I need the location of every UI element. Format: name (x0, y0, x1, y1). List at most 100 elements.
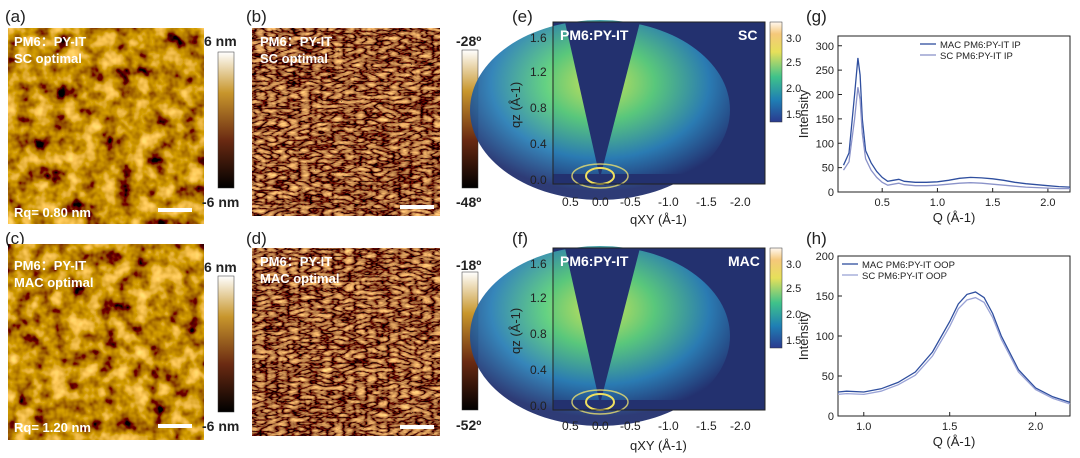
panel-c-label: (c) (5, 229, 25, 248)
cbtick: 1.5 (786, 335, 801, 347)
y-tick-label: 150 (816, 291, 834, 303)
cbtick: 2.5 (786, 57, 801, 69)
xtick: -2.0 (730, 195, 751, 209)
x-tick-label: 1.0 (856, 421, 871, 433)
series-line (837, 296, 1071, 405)
legend-entry: SC PM6:PY-IT IP (940, 51, 1013, 62)
cbtick: 3.0 (786, 33, 801, 45)
panel-b-title1: PM6：PY-IT (260, 34, 332, 49)
e-yticks: 0.0 0.4 0.8 1.2 1.6 (530, 31, 547, 187)
giwaxs-wedge (565, 22, 640, 178)
ytick: 0.8 (530, 101, 547, 115)
colorbar-top-label: -28º (456, 33, 481, 49)
y-tick-label: 150 (816, 114, 834, 126)
ytick: 0.8 (530, 327, 547, 341)
panel-f: (f) PM6:PY-IT MAC 0.0 0.4 0.8 1.2 1.6 0.… (470, 229, 801, 453)
xtick: -1.0 (658, 195, 679, 209)
panel-label: (g) (806, 7, 827, 26)
panel-a-label: (a) (5, 7, 26, 26)
scale-bar (400, 205, 434, 209)
y-tick-label: 50 (822, 163, 834, 175)
y-tick-label: 200 (816, 251, 834, 263)
ytick: 1.6 (530, 31, 547, 45)
xtick: -2.0 (730, 419, 751, 433)
line-chart-h: (h) 1.0 1.5 2.0 0 50 100 150 200 Q (Å-1) Intensity… (796, 229, 1071, 449)
panel-a-title2: SC optimal (14, 51, 82, 66)
scale-bar (400, 425, 434, 429)
giwaxs-xlabel: qXY (Å-1) (630, 212, 687, 227)
legend-entry: MAC PM6:PY-IT OOP (862, 260, 955, 271)
panel-b-title2: SC optimal (260, 51, 328, 66)
ytick: 1.2 (530, 65, 547, 79)
height-colorbar (217, 275, 235, 413)
x-tick-label: 2.0 (1028, 421, 1043, 433)
giwaxs-tag: SC (738, 27, 757, 43)
panel-c-title2: MAC optimal (14, 275, 93, 290)
y-axis-label: Intensity (796, 89, 811, 138)
ytick: 0.0 (530, 399, 547, 413)
xtick: -1.0 (658, 419, 679, 433)
cbtick: 2.0 (786, 309, 801, 321)
scale-bar (158, 424, 192, 428)
giwaxs-ylabel: qz (Å-1) (508, 82, 523, 128)
cbtick: 3.0 (786, 259, 801, 271)
panel-e-frame (552, 21, 766, 185)
series-line (842, 87, 1070, 190)
panel-f-label: (f) (512, 229, 528, 248)
ytick: 1.2 (530, 291, 547, 305)
panel-f-frame (552, 247, 766, 411)
ytick: 0.0 (530, 173, 547, 187)
x-tick-label: 1.5 (942, 421, 957, 433)
panel-d-title2: MAC optimal (260, 271, 339, 286)
xtick: 0.5 (562, 195, 579, 209)
xtick: 0.0 (592, 419, 609, 433)
colorbar-top-label: 6 nm (204, 33, 237, 49)
height-colorbar (217, 51, 235, 189)
colorbar-top-label: 6 nm (204, 259, 237, 275)
giwaxs-colorbar (769, 247, 783, 349)
panel-label: (h) (806, 229, 827, 248)
cbtick: 2.5 (786, 283, 801, 295)
y-axis-label: Intensity (796, 311, 811, 360)
y-tick-label: 100 (816, 138, 834, 150)
line-chart-g: (g) 0.5 1.0 1.5 2.0 0 50 100 150 200 250 300 Q (Å-1)… (796, 7, 1071, 225)
giwaxs-tag: MAC (728, 253, 760, 269)
e-xticks: 0.5 0.0 -0.5 -1.0 -1.5 -2.0 (562, 195, 751, 209)
panel-e: (e) PM6:PY-IT SC 0.0 0.4 0.8 1.2 1.6 0.5… (470, 7, 801, 227)
panel-c-title1: PM6：PY-IT (14, 258, 86, 273)
panel-b: (b) PM6：PY-IT SC optimal -28º -48º (246, 7, 481, 216)
series-line (842, 57, 1071, 188)
y-tick-label: 100 (816, 331, 834, 343)
panel-b-label: (b) (246, 7, 267, 26)
scale-bar (158, 208, 192, 212)
giwaxs-xlabel: qXY (Å-1) (630, 438, 687, 453)
x-tick-label: 0.5 (875, 197, 890, 209)
colorbar-bottom-label: -48º (456, 194, 481, 210)
y-tick-label: 0 (828, 187, 834, 199)
colorbar-top-label: -18º (456, 257, 481, 273)
panel-d-label: (d) (246, 229, 267, 248)
panel-d-title1: PM6：PY-IT (260, 254, 332, 269)
x-axis-label: Q (Å-1) (933, 210, 976, 225)
cbtick: 1.5 (786, 109, 801, 121)
panel-c: (c) PM6：PY-IT MAC optimal Rq= 1.20 nm 6 … (5, 229, 239, 440)
f-yticks: 0.0 0.4 0.8 1.2 1.6 (530, 257, 547, 413)
y-tick-label: 250 (816, 65, 834, 77)
giwaxs-colorbar (769, 21, 783, 123)
colorbar-bottom-label: -52º (456, 417, 481, 433)
afm-phase-image-mac (252, 248, 440, 436)
ytick: 0.4 (530, 137, 547, 151)
colorbar-bottom-label: -6 nm (202, 194, 239, 210)
panel-c-rq: Rq= 1.20 nm (14, 420, 91, 435)
xtick: -1.5 (696, 419, 717, 433)
afm-height-image-sc (8, 28, 204, 224)
x-tick-label: 1.5 (985, 197, 1000, 209)
afm-height-image-mac (8, 244, 204, 440)
x-tick-label: 1.0 (930, 197, 945, 209)
giwaxs-title: PM6:PY-IT (560, 253, 629, 269)
f-xticks: 0.5 0.0 -0.5 -1.0 -1.5 -2.0 (562, 419, 751, 433)
giwaxs-ylabel: qz (Å-1) (508, 308, 523, 354)
panel-d: (d) PM6：PY-IT MAC optimal -18º -52º (246, 229, 481, 436)
y-tick-label: 300 (816, 41, 834, 53)
